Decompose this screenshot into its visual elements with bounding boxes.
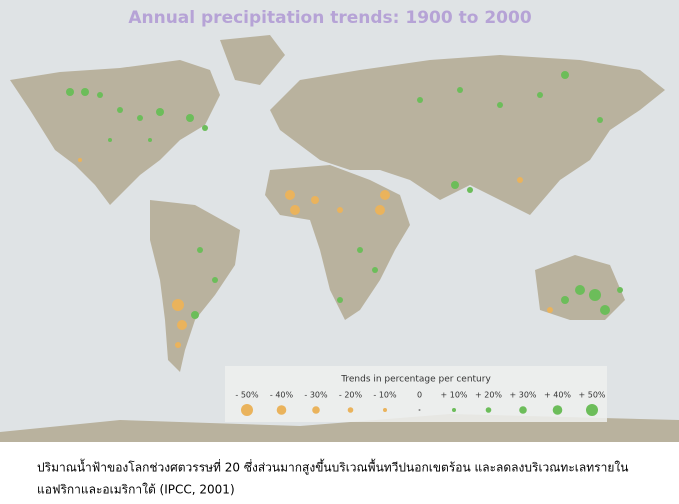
caption-line: แอฟริกาและอเมริกาใต้ (IPCC, 2001) [37, 483, 235, 497]
legend-label: + 40% [544, 391, 571, 400]
legend-dot [276, 405, 287, 415]
legend-dot [241, 404, 253, 416]
map-title: Annual precipitation trends: 1900 to 200… [128, 8, 532, 28]
legend-dot [383, 408, 387, 412]
legend-dot [519, 406, 527, 414]
legend-dot [452, 408, 456, 412]
legend-label: - 50% [235, 391, 259, 400]
legend-label: - 40% [270, 391, 294, 400]
trend-dots [66, 71, 623, 348]
legend-label: + 20% [475, 391, 502, 400]
legend-dot [418, 409, 421, 411]
legend-dot [552, 405, 563, 415]
land [0, 35, 679, 442]
legend-label: - 10% [373, 391, 397, 400]
legend: - 50% - 40% - 30% - 20% - 10% 0 + 10% + 20% + 30… [235, 391, 606, 416]
legend-title: Trends in percentage per century [340, 375, 491, 385]
legend-dot [586, 404, 598, 416]
legend-box [225, 366, 607, 422]
legend-dot [485, 407, 492, 413]
legend-label: + 10% [440, 391, 467, 400]
legend-dot [347, 407, 354, 413]
caption-line: ปริมาณน้ำฟ้าของโลกช่วงศตวรรษที่ 20 ซึ่งส… [37, 459, 628, 476]
legend-label: - 30% [304, 391, 328, 400]
legend-label: 0 [417, 391, 422, 400]
legend-label: - 20% [339, 391, 363, 400]
legend-label: + 30% [509, 391, 536, 400]
legend-dot [312, 406, 320, 414]
legend-label: + 50% [578, 391, 605, 400]
